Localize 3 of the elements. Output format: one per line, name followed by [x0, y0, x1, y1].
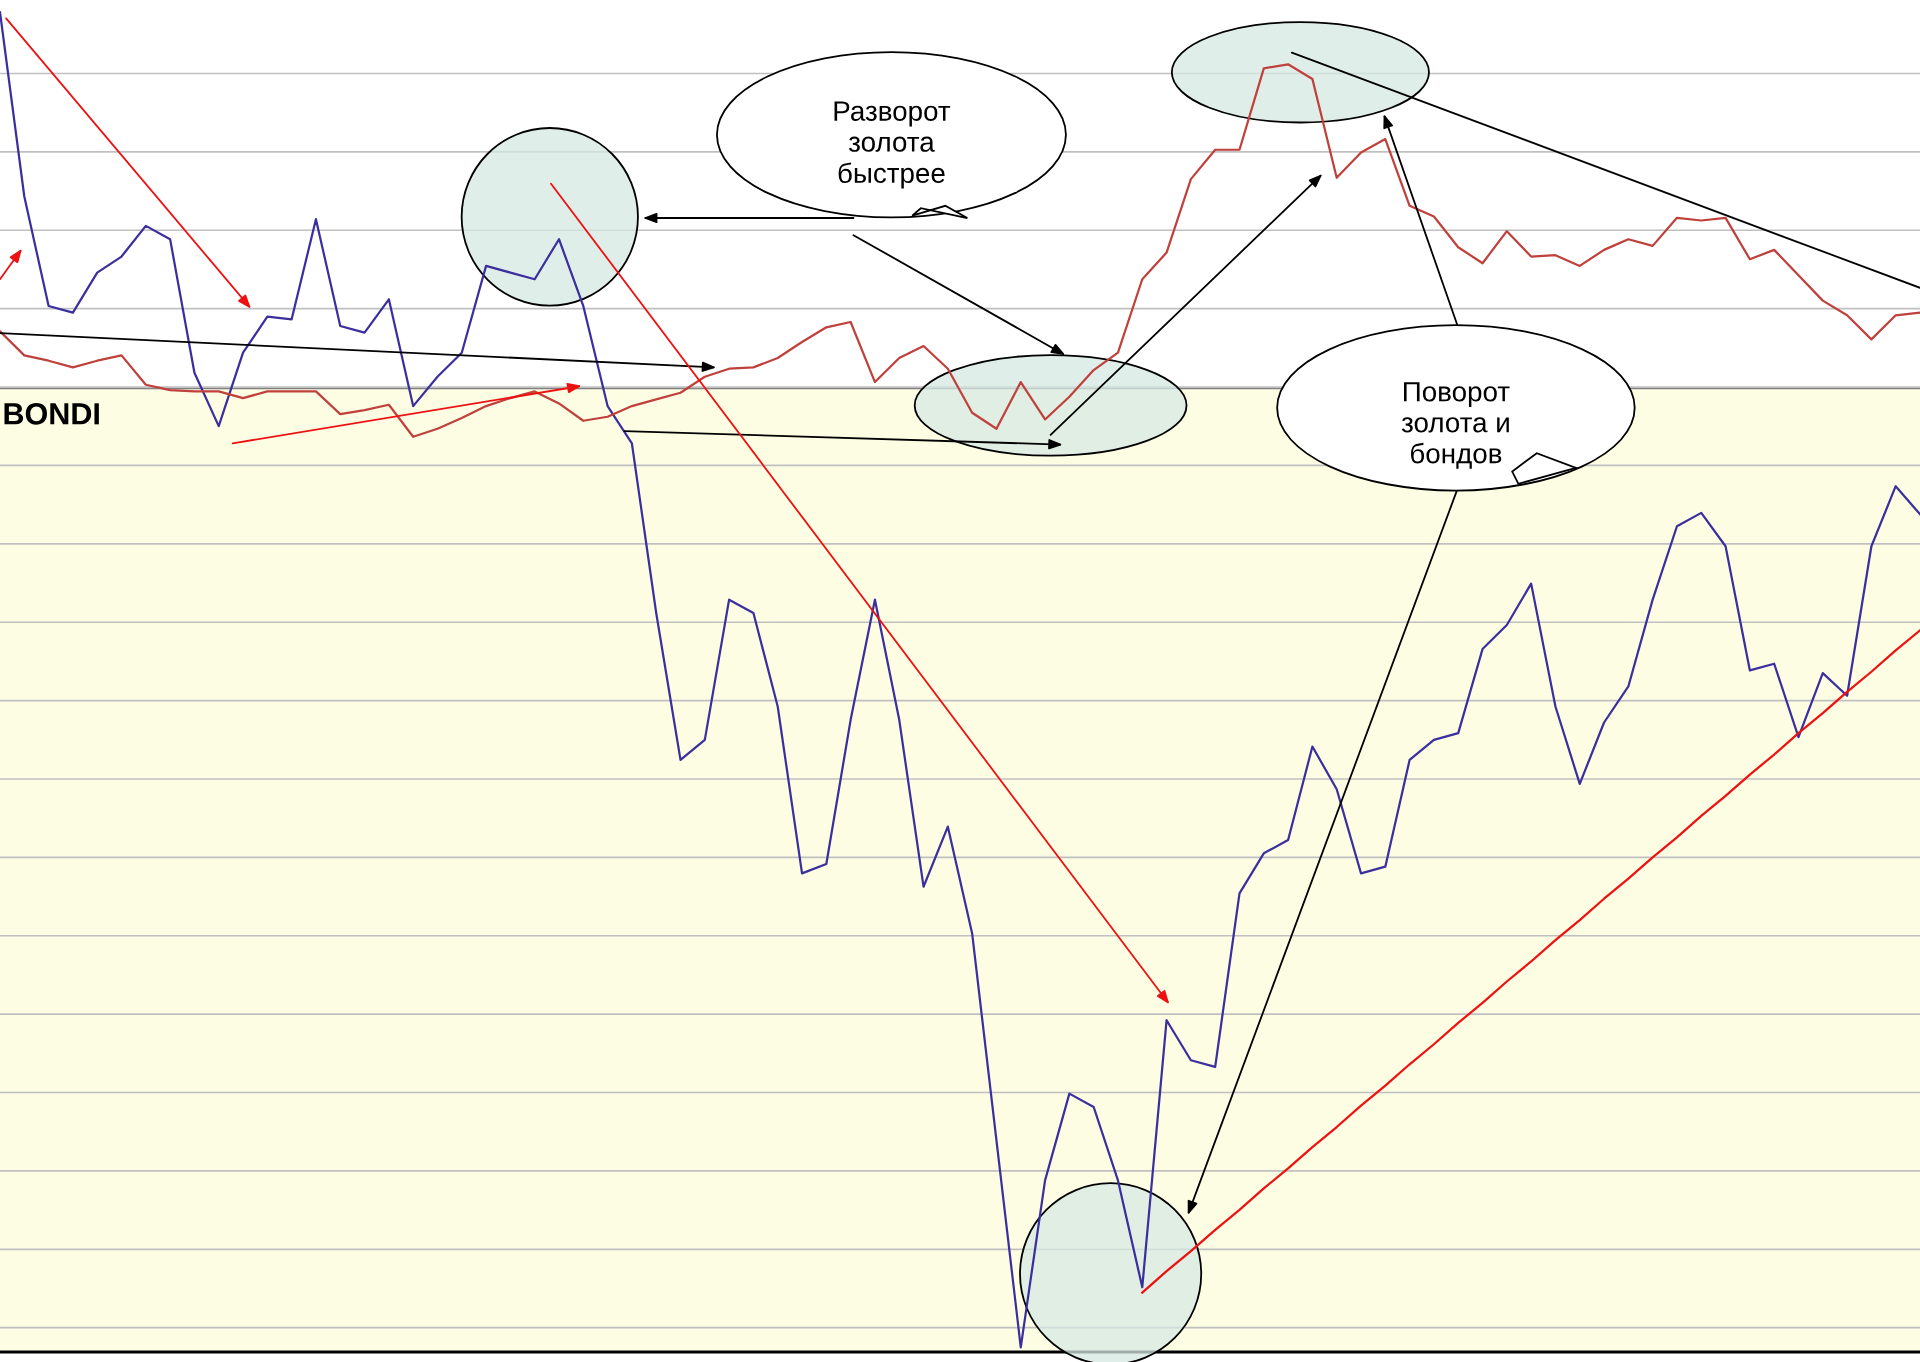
annotation: Поворот золота и бондов — [1401, 382, 1510, 469]
annotation: BONDI — [4, 403, 99, 425]
annotation: Разворот золота быстрее — [834, 101, 951, 189]
